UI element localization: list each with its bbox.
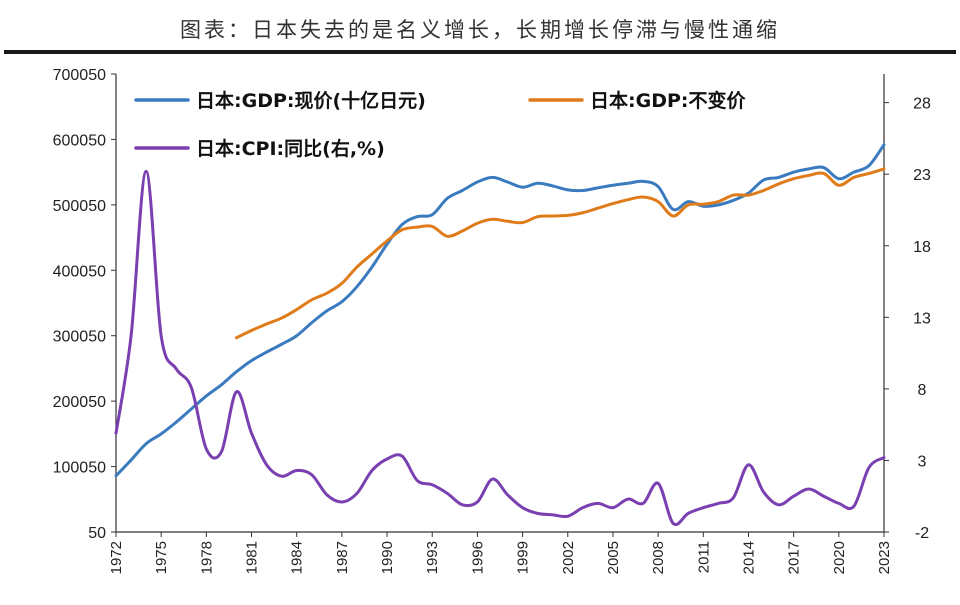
x-tick-label: 1981 (244, 541, 261, 574)
y-left-tick-label: 500050 (53, 198, 106, 215)
series-line-nominal-gdp (114, 143, 886, 478)
legend-label: 日本:GDP:现价(十亿日元) (196, 89, 426, 112)
y-right-tick-label: 18 (913, 239, 931, 256)
x-tick-label: 2020 (831, 541, 848, 574)
x-tick-label: 1978 (198, 541, 215, 574)
legend-label: 日本:GDP:不变价 (590, 89, 746, 112)
y-left-tick-label: 600050 (53, 132, 106, 149)
x-tick-label: 1984 (289, 541, 306, 574)
y-left-tick-label: 400050 (53, 263, 106, 280)
y-right-tick-label: 8 (918, 382, 927, 399)
y-left-tick-label: 100050 (53, 460, 106, 477)
x-tick-label: 1987 (334, 541, 351, 574)
x-tick-label: 2011 (695, 541, 712, 573)
x-tick-label: 2023 (876, 541, 893, 574)
x-tick-label: 1996 (469, 541, 486, 574)
y-right-tick-label: 13 (913, 310, 931, 327)
x-tick-label: 2002 (560, 541, 577, 574)
y-right-tick-label: 23 (913, 167, 931, 184)
y-left-tick-label: 200050 (53, 394, 106, 411)
x-tick-label: 1999 (515, 541, 532, 574)
y-left-tick-label: 50 (88, 525, 106, 542)
y-right-tick-label: 28 (913, 96, 931, 113)
series-line-real-gdp (234, 167, 886, 340)
x-tick-label: 1972 (108, 541, 125, 574)
series-line-cpi-yoy (114, 169, 886, 527)
y-left-tick-label: 700050 (53, 67, 106, 84)
x-tick-label: 2008 (650, 541, 667, 574)
x-tick-label: 2017 (786, 541, 803, 574)
x-tick-label: 2014 (740, 541, 757, 574)
series-layer (114, 143, 886, 527)
x-tick-label: 1975 (153, 541, 170, 574)
y-right-tick-label: 3 (918, 453, 927, 470)
axes: 50 100050 200050 300050 400050 500050 600050 70… (53, 67, 931, 574)
x-tick-label: 1990 (379, 541, 396, 574)
legend-label: 日本:CPI:同比(右,%) (196, 137, 385, 160)
x-tick-label: 1993 (424, 541, 441, 574)
chart-title: 图表：日本失去的是名义增长，长期增长停滞与慢性通缩 (180, 18, 780, 42)
y-left-tick-label: 300050 (53, 329, 106, 346)
title-underline (4, 50, 956, 54)
x-tick-label: 2005 (605, 541, 622, 574)
y-right-tick-label: -2 (915, 525, 929, 542)
